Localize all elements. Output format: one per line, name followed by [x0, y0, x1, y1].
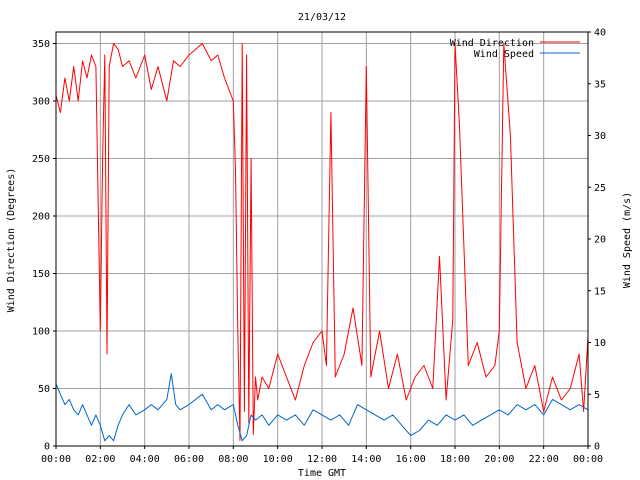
legend-label-wind-speed: Wind Speed [474, 49, 534, 60]
x-tick-label: 08:00 [218, 454, 248, 465]
y-right-tick-label: 35 [594, 79, 606, 90]
y-right-tick-label: 25 [594, 183, 606, 194]
x-tick-label: 14:00 [351, 454, 381, 465]
series-layer [55, 43, 589, 442]
x-tick-label: 06:00 [174, 454, 204, 465]
y-right-tick-label: 0 [594, 442, 600, 453]
y-right-tick-label: 30 [594, 131, 606, 142]
x-tick-label: 10:00 [263, 454, 293, 465]
x-tick-label: 04:00 [130, 454, 160, 465]
x-tick-label: 18:00 [440, 454, 470, 465]
x-tick-label: 22:00 [529, 454, 559, 465]
y-right-tick-label: 5 [594, 390, 600, 401]
y-left-tick-label: 200 [32, 212, 50, 223]
y-left-tick-label: 350 [32, 39, 50, 50]
x-tick-label: 20:00 [484, 454, 514, 465]
y-right-tick-label: 20 [594, 235, 606, 246]
x-axis-label: Time GMT [298, 468, 346, 479]
y-left-tick-label: 250 [32, 154, 50, 165]
x-tick-label: 00:00 [41, 454, 71, 465]
y-right-tick-label: 10 [594, 338, 606, 349]
legend: Wind Direction Wind Speed [450, 38, 580, 60]
y-right-tick-label: 40 [594, 28, 606, 39]
y-left-tick-label: 150 [32, 269, 50, 280]
series-line-wind-speed [55, 373, 589, 442]
chart-title: 21/03/12 [298, 12, 346, 23]
y-left-tick-label: 300 [32, 97, 50, 108]
y-right-tick-labels: 0 5 10 15 20 25 30 35 40 [588, 28, 606, 453]
y-left-tick-label: 0 [44, 442, 50, 453]
y-left-tick-labels: 0 50 100 150 200 250 300 350 [32, 39, 56, 453]
y-left-axis-label: Wind Direction (Degrees) [6, 168, 17, 313]
x-tick-label: 12:00 [307, 454, 337, 465]
legend-label-wind-direction: Wind Direction [450, 38, 534, 49]
y-right-tick-label: 15 [594, 286, 606, 297]
series-line-wind-direction [55, 43, 589, 441]
y-left-tick-label: 100 [32, 327, 50, 338]
x-tick-labels: 00:00 02:00 04:00 06:00 08:00 10:00 12:00 14:00… [41, 446, 603, 465]
y-right-axis-label: Wind Speed (m/s) [622, 192, 633, 288]
x-tick-label: 02:00 [85, 454, 115, 465]
y-left-tick-label: 50 [38, 384, 50, 395]
x-tick-label: 16:00 [396, 454, 426, 465]
x-tick-label: 00:00 [573, 454, 603, 465]
